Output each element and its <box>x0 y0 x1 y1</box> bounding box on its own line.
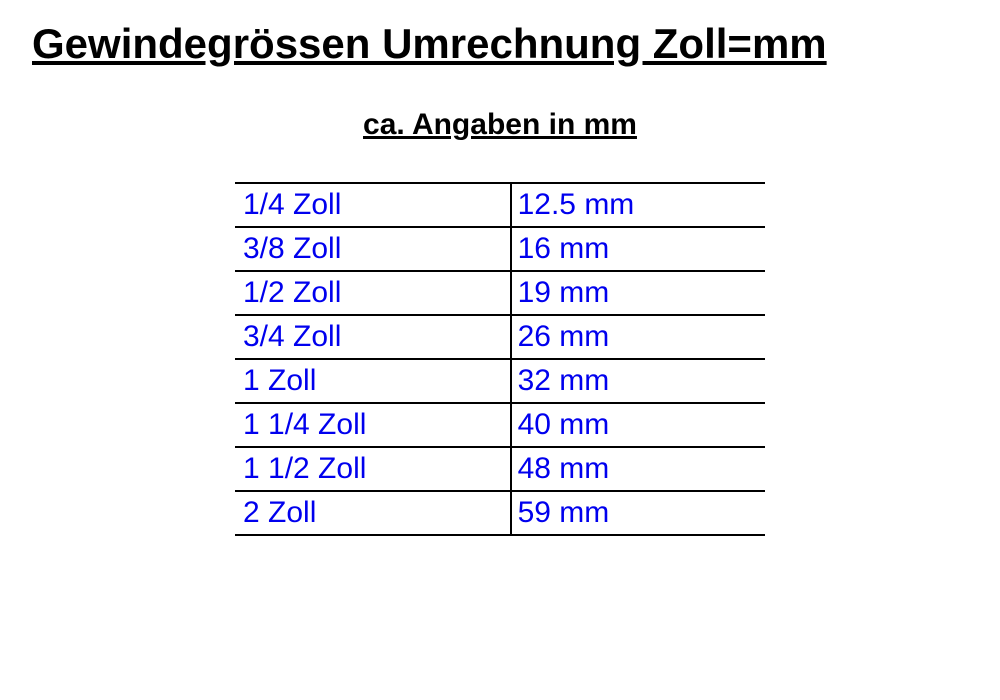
cell-mm: 19 mm <box>511 271 765 315</box>
table-row: 1 1/2 Zoll 48 mm <box>235 447 765 491</box>
cell-mm: 40 mm <box>511 403 765 447</box>
cell-zoll: 1 1/2 Zoll <box>235 447 511 491</box>
cell-zoll: 1 1/4 Zoll <box>235 403 511 447</box>
page-subtitle: ca. Angaben in mm <box>20 108 980 142</box>
table-row: 1/2 Zoll 19 mm <box>235 271 765 315</box>
page-title: Gewindegrössen Umrechnung Zoll=mm <box>32 20 980 68</box>
table-row: 1/4 Zoll 12.5 mm <box>235 183 765 227</box>
cell-zoll: 1 Zoll <box>235 359 511 403</box>
cell-mm: 26 mm <box>511 315 765 359</box>
table-container: 1/4 Zoll 12.5 mm 3/8 Zoll 16 mm 1/2 Zoll… <box>20 182 980 536</box>
cell-zoll: 2 Zoll <box>235 491 511 535</box>
table-row: 3/4 Zoll 26 mm <box>235 315 765 359</box>
cell-zoll: 3/4 Zoll <box>235 315 511 359</box>
table-row: 1 1/4 Zoll 40 mm <box>235 403 765 447</box>
cell-zoll: 1/4 Zoll <box>235 183 511 227</box>
table-row: 2 Zoll 59 mm <box>235 491 765 535</box>
table-row: 1 Zoll 32 mm <box>235 359 765 403</box>
cell-mm: 12.5 mm <box>511 183 765 227</box>
cell-mm: 16 mm <box>511 227 765 271</box>
cell-mm: 59 mm <box>511 491 765 535</box>
table-row: 3/8 Zoll 16 mm <box>235 227 765 271</box>
cell-mm: 48 mm <box>511 447 765 491</box>
cell-zoll: 1/2 Zoll <box>235 271 511 315</box>
cell-zoll: 3/8 Zoll <box>235 227 511 271</box>
cell-mm: 32 mm <box>511 359 765 403</box>
conversion-table: 1/4 Zoll 12.5 mm 3/8 Zoll 16 mm 1/2 Zoll… <box>235 182 765 536</box>
